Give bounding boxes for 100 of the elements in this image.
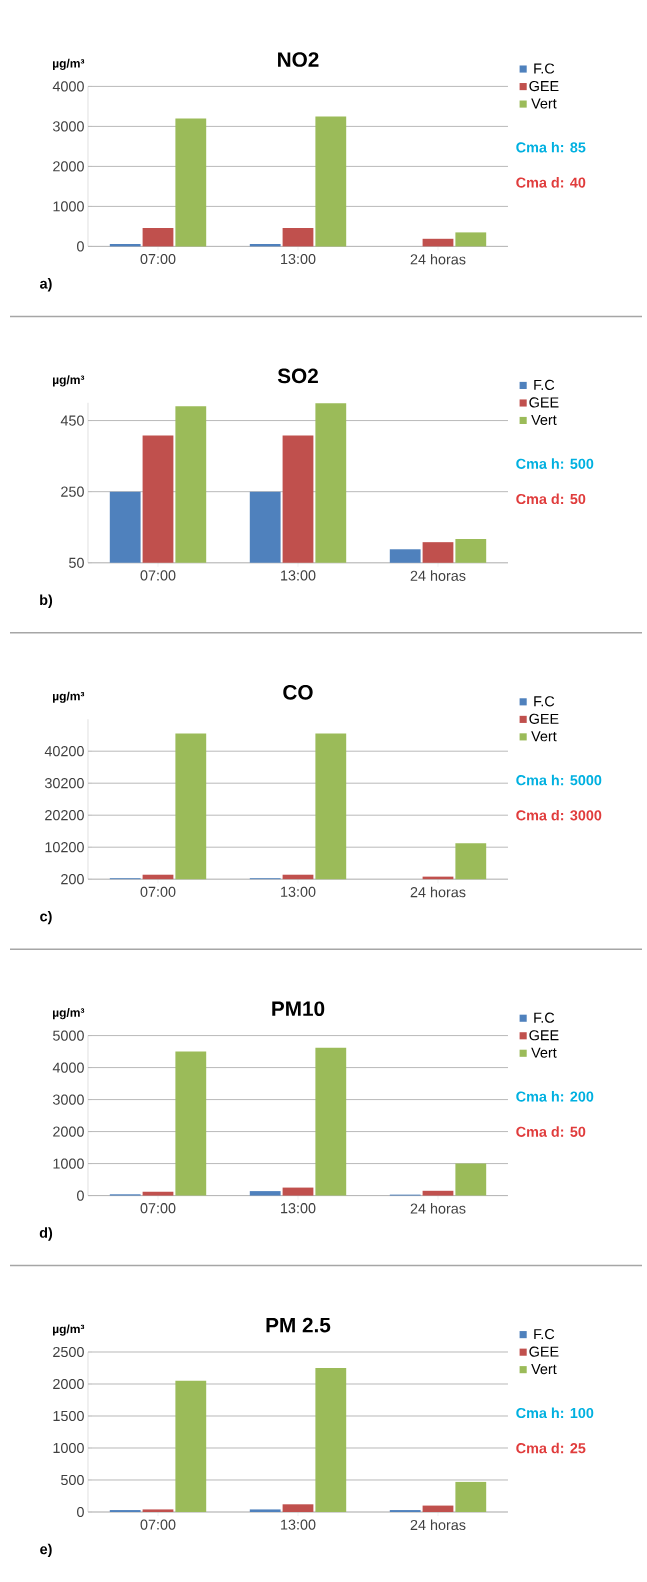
y-tick-label: 20200 [45,810,84,821]
text: a) [40,278,52,292]
y-tick-label: 1000 [53,201,84,212]
bar [315,1047,347,1196]
bar [315,1367,347,1512]
y-tick-label: 2000 [53,1378,84,1390]
bar [282,228,314,247]
y-axis-title: µg/m³ [53,58,85,71]
bar [175,733,207,880]
legend-label: F.C [534,1328,555,1340]
text: b) [40,594,53,608]
bar [175,1380,207,1512]
text: Cma d: 3000 [516,809,602,821]
x-tick-label: 13:00 [281,570,316,581]
y-tick-label: 5000 [53,1030,84,1041]
text: Cma d: 50 [516,493,586,505]
bar [142,1191,174,1196]
x-tick-label: 24 horas [410,886,466,898]
x-tick-label: 13:00 [281,886,316,897]
text: Cma d: 50 [516,1126,586,1137]
chart-title: PM10 [272,1001,325,1017]
x-tick-label: 07:00 [140,253,176,265]
bar [282,1187,314,1196]
bar [142,1509,174,1512]
y-tick-label: 40200 [44,746,84,757]
bar [455,1481,487,1512]
bar [175,118,207,247]
y-tick-label: 0 [77,1506,84,1518]
y-tick-label: 2500 [53,1346,84,1358]
x-tick-label: 07:00 [140,1203,176,1214]
y-tick-label: 10200 [45,842,84,853]
legend-label: Vert [531,98,557,109]
y-tick-label: 200 [61,874,84,885]
chart-title: SO2 [277,368,318,384]
bar [422,238,454,247]
y-axis-title: µg/m³ [53,375,85,387]
legend-label: GEE [529,713,559,724]
y-tick-label: 3000 [52,1094,84,1105]
x-tick-label: 24 horas [410,1519,466,1531]
bar [455,1163,487,1196]
y-tick-label: 3000 [52,121,84,132]
legend-label: F.C [534,1012,555,1023]
legend-label: GEE [529,1346,559,1357]
text: Cma h: 100 [516,1407,594,1419]
x-tick-label: 24 horas [410,1203,466,1214]
text: Cma d: 40 [516,177,586,188]
y-tick-label: 2000 [53,1126,84,1137]
y-tick-label: 250 [61,486,84,497]
x-tick-label: 24 horas [410,253,466,265]
y-tick-label: 2000 [53,161,84,172]
x-tick-label: 13:00 [281,1203,316,1214]
y-tick-label: 4000 [52,1062,84,1073]
chart-title: CO [283,684,313,700]
text: Cma d: 25 [516,1442,586,1454]
y-tick-label: 0 [77,1190,84,1201]
bar [422,1190,454,1196]
x-tick-label: 24 horas [410,570,466,581]
y-tick-label: 0 [77,241,84,252]
chart-title: NO2 [278,52,319,67]
legend-label: Vert [531,1047,557,1058]
bar [175,1051,207,1196]
y-tick-label: 50 [69,557,84,568]
bar [315,116,347,247]
y-axis-title: µg/m³ [53,691,85,703]
legend-label: Vert [531,414,557,425]
x-tick-label: 13:00 [281,253,316,265]
legend-label: GEE [529,397,559,408]
y-tick-label: 4000 [52,81,84,92]
bar [249,1191,281,1196]
bar [455,232,487,247]
x-tick-label: 07:00 [140,1519,176,1530]
y-axis-title: µg/m³ [53,1008,85,1020]
y-axis-title: µg/m³ [53,1324,85,1336]
legend-label: F.C [534,696,555,707]
bar [315,733,347,880]
bar [282,1504,314,1512]
legend-label: GEE [529,1030,559,1041]
y-tick-label: 450 [60,415,84,426]
y-tick-label: 500 [61,1474,84,1486]
bar [249,1509,281,1512]
text: Cma h: 85 [516,141,586,153]
legend-label: Vert [531,731,557,742]
legend-label: Vert [531,1364,557,1375]
y-tick-label: 30200 [44,778,84,789]
text: c) [40,910,52,925]
y-tick-label: 1000 [53,1158,84,1169]
legend-label: F.C [534,379,555,390]
y-tick-label: 1000 [53,1442,84,1454]
bar [142,228,174,247]
text: Cma h: 500 [516,458,594,469]
text: d) [39,1227,53,1241]
bar [455,843,487,880]
legend-label: GEE [529,80,559,92]
text: e) [40,1543,52,1558]
x-tick-label: 07:00 [140,886,176,897]
legend-label: F.C [534,63,555,74]
text: Cma h: 200 [516,1091,594,1102]
text: Cma h: 5000 [516,774,602,786]
x-tick-label: 07:00 [140,570,176,581]
bar [422,1505,454,1512]
